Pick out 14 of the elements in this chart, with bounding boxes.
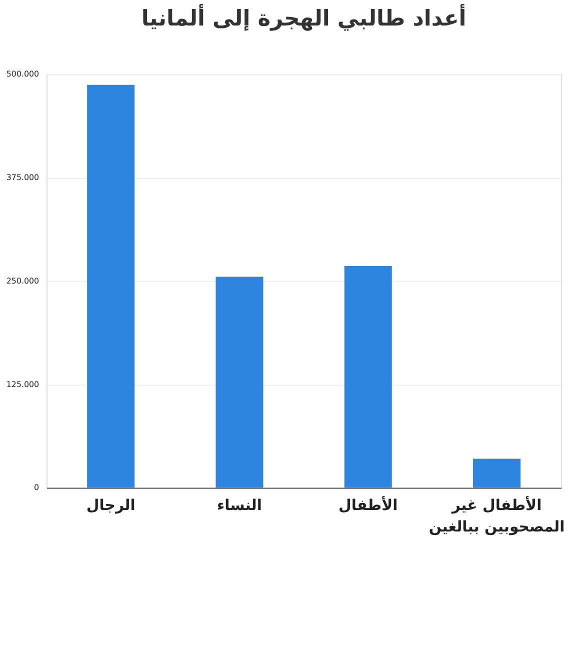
y-tick-label: 125.000 — [6, 380, 40, 389]
x-tick-label: الأطفال غير المصحوبين ببالغين — [428, 494, 565, 536]
bar — [87, 84, 135, 488]
x-tick-label: الأطفال — [338, 494, 398, 514]
y-tick-label: 500.000 — [6, 70, 40, 79]
chart-title: أعداد طالبي الهجرة إلى ألمانيا — [141, 4, 466, 32]
y-tick-label: 0 — [34, 483, 40, 492]
bar — [473, 458, 521, 488]
x-tick-label: الرجال — [86, 496, 136, 514]
x-tick-label: النساء — [217, 496, 262, 514]
y-tick-label: 250.000 — [6, 276, 40, 286]
bar — [344, 266, 392, 488]
y-tick-label: 375.000 — [6, 172, 40, 182]
bar — [216, 276, 264, 488]
